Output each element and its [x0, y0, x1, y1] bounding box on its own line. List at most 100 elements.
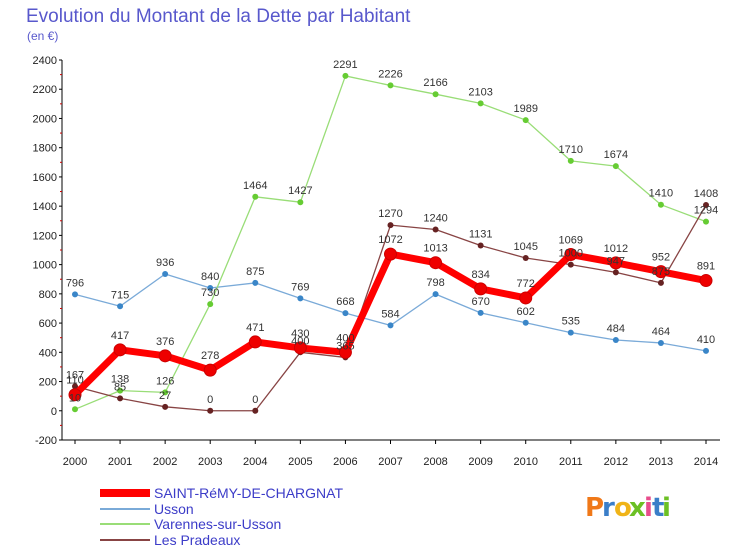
- point-les-pradeaux: [252, 407, 259, 414]
- point-les-pradeaux: [432, 226, 439, 233]
- point-varennes: [432, 91, 439, 98]
- point-saint-remy: [519, 291, 533, 305]
- data-label-usson: 484: [607, 323, 625, 335]
- data-label-saint-remy: 1069: [559, 235, 583, 247]
- x-tick-label: 2010: [513, 456, 537, 468]
- data-label-usson: 769: [291, 281, 309, 293]
- point-varennes: [117, 387, 124, 394]
- data-label-usson: 936: [156, 257, 174, 269]
- data-label-usson: 464: [652, 326, 670, 338]
- legend: SAINT-RéMY-DE-CHARGNAT Usson Varennes-su…: [100, 485, 343, 548]
- data-label-saint-remy: 471: [246, 322, 264, 334]
- data-label-saint-remy: 891: [697, 261, 715, 273]
- data-label-varennes: 1989: [513, 103, 537, 115]
- point-saint-remy: [654, 265, 668, 279]
- data-label-varennes: 1427: [288, 185, 312, 197]
- data-label-varennes: 138: [111, 374, 129, 386]
- y-tick-label: -200: [35, 435, 57, 447]
- data-label-les-pradeaux: 1045: [513, 241, 537, 253]
- point-les-pradeaux: [207, 407, 214, 414]
- y-tick-label: 1400: [33, 201, 57, 213]
- data-label-usson: 670: [471, 296, 489, 308]
- point-saint-remy: [68, 388, 82, 402]
- point-les-pradeaux: [117, 395, 124, 402]
- y-tick-label: 200: [39, 377, 57, 389]
- point-saint-remy: [384, 247, 397, 261]
- point-usson: [252, 279, 259, 286]
- data-label-varennes: 1710: [559, 144, 583, 156]
- point-usson: [387, 322, 394, 329]
- point-varennes: [72, 406, 78, 413]
- y-tick-label: 2200: [33, 84, 57, 96]
- data-label-saint-remy: 1013: [423, 243, 447, 255]
- data-label-les-pradeaux: 947: [607, 255, 625, 267]
- data-label-saint-remy: 834: [471, 269, 489, 281]
- data-label-les-pradeaux: 1131: [469, 228, 493, 240]
- data-label-varennes: 2166: [423, 77, 447, 89]
- point-varennes: [252, 193, 259, 200]
- data-label-saint-remy: 110: [66, 375, 84, 387]
- point-usson: [477, 309, 484, 316]
- point-les-pradeaux: [477, 242, 484, 249]
- data-labels: 796 715 936 840 875 769 668 584 798 670 602 535 484 4…: [66, 59, 718, 406]
- data-label-usson: 584: [381, 308, 399, 320]
- x-tick-label: 2003: [198, 456, 222, 468]
- data-label-saint-remy: 1012: [604, 243, 628, 255]
- data-label-usson: 840: [201, 271, 219, 283]
- point-saint-remy: [474, 282, 488, 296]
- data-label-les-pradeaux: 1270: [378, 208, 402, 220]
- logo-letter: i: [662, 493, 671, 523]
- point-usson: [567, 329, 574, 336]
- legend-label-saint-remy: SAINT-RéMY-DE-CHARGNAT: [154, 485, 343, 501]
- point-saint-remy: [248, 335, 262, 349]
- x-tick-label: 2007: [378, 456, 402, 468]
- x-tick-label: 2004: [243, 456, 267, 468]
- x-tick-label: 2002: [153, 456, 177, 468]
- x-tick-label: 2001: [108, 456, 132, 468]
- y-tick-label: 1800: [33, 143, 57, 155]
- data-label-varennes: 126: [156, 375, 174, 387]
- logo-letter: r: [602, 493, 615, 523]
- x-tick-label: 2009: [468, 456, 492, 468]
- data-label-les-pradeaux: 1240: [423, 213, 447, 225]
- point-les-pradeaux: [522, 255, 529, 262]
- legend-label-varennes: Varennes-sur-Usson: [154, 516, 281, 532]
- point-les-pradeaux: [703, 201, 709, 208]
- point-varennes: [207, 301, 214, 308]
- y-tick-label: 800: [39, 289, 57, 301]
- point-varennes: [162, 389, 169, 396]
- data-label-les-pradeaux: 1000: [559, 248, 583, 260]
- logo-letter: t: [652, 493, 664, 523]
- data-label-les-pradeaux: 85: [114, 381, 126, 393]
- logo-letter: o: [614, 493, 632, 523]
- point-usson: [162, 270, 169, 277]
- point-saint-remy: [158, 349, 172, 363]
- data-label-varennes: 1674: [604, 149, 628, 161]
- data-label-usson: 796: [66, 277, 84, 289]
- data-label-saint-remy: 278: [201, 350, 219, 362]
- data-label-varennes: 730: [201, 287, 219, 299]
- point-usson: [522, 319, 529, 326]
- point-les-pradeaux: [162, 403, 169, 410]
- point-les-pradeaux: [657, 279, 664, 286]
- y-tick-label: 0: [51, 406, 57, 418]
- point-usson: [297, 295, 304, 302]
- point-saint-remy: [609, 256, 623, 270]
- y-tick-label: 2000: [33, 113, 57, 125]
- data-label-usson: 875: [246, 266, 264, 278]
- x-tick-label: 2014: [694, 456, 718, 468]
- data-label-les-pradeaux: 167: [66, 369, 84, 381]
- data-label-varennes: 1294: [694, 205, 718, 217]
- point-les-pradeaux: [387, 222, 394, 229]
- x-tick-label: 2000: [63, 456, 87, 468]
- x-tick-label: 2005: [288, 456, 312, 468]
- x-tick-label: 2006: [333, 456, 357, 468]
- y-tick-label: 1000: [33, 260, 57, 272]
- data-label-usson: 798: [426, 277, 444, 289]
- legend-label-les-pradeaux: Les Pradeaux: [154, 532, 240, 548]
- point-usson: [72, 291, 78, 298]
- point-saint-remy: [113, 343, 127, 357]
- point-usson: [432, 291, 439, 298]
- point-saint-remy: [203, 363, 217, 377]
